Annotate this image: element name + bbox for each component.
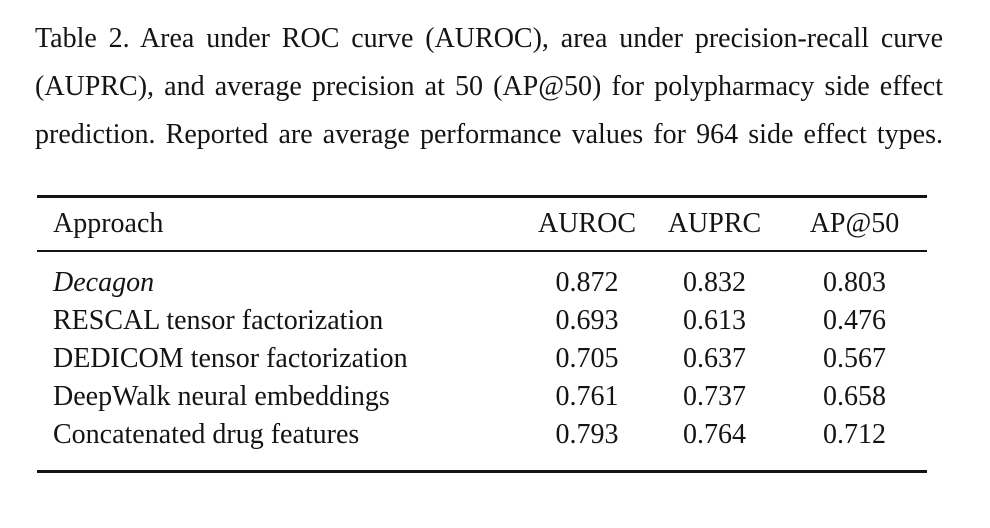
auroc-value: 0.872 [555,267,619,298]
ap50-value: 0.567 [823,343,886,374]
table-row-dedicom: DEDICOM tensor factorization 0.705 0.637… [37,340,927,378]
caption-line-1: Table 2. Area under ROC curve (AUROC), a… [35,23,943,54]
table-row-rescal: RESCAL tensor factorization 0.693 0.613 … [37,302,927,340]
table-rule-bottom [37,470,927,473]
ap50-value: 0.476 [823,305,886,336]
auroc-value: 0.793 [555,419,619,450]
ap50-value: 0.803 [823,267,886,298]
auroc-value: 0.761 [555,381,619,412]
column-header-approach: Approach [53,208,164,239]
table-header-row: Approach AUROC AUPRC AP@50 [37,198,927,250]
approach-cell: DeepWalk neural embeddings [53,381,390,412]
approach-cell: DEDICOM tensor factorization [53,343,408,374]
table-row-decagon: Decagon 0.872 0.832 0.803 [37,264,927,302]
results-table: Approach AUROC AUPRC AP@50 Decagon 0.872… [37,195,927,473]
ap50-value: 0.712 [823,419,886,450]
table-body: Decagon 0.872 0.832 0.803 RESCAL tensor … [37,252,927,470]
auroc-value: 0.705 [555,343,619,374]
column-header-auprc: AUPRC [667,208,762,239]
table-row-deepwalk: DeepWalk neural embeddings 0.761 0.737 0… [37,378,927,416]
auprc-value: 0.613 [683,305,746,336]
table-caption: Table 2. Area under ROC curve (AUROC), a… [35,15,943,159]
auroc-value: 0.693 [555,305,619,336]
approach-cell: RESCAL tensor factorization [53,305,384,336]
caption-line-3: prediction. Reported are average perform… [35,119,943,150]
table-rule-top [37,195,927,198]
caption-line-2: (AUPRC), and average precision at 50 (AP… [35,71,943,102]
approach-cell: Concatenated drug features [53,419,360,450]
column-header-ap50: AP@50 [809,208,900,239]
column-header-auroc: AUROC [537,208,636,239]
approach-cell: Decagon [53,267,155,298]
auprc-value: 0.832 [683,267,746,298]
table-rule-middle [37,250,927,252]
ap50-value: 0.658 [823,381,886,412]
auprc-value: 0.737 [683,381,746,412]
auprc-value: 0.637 [683,343,746,374]
auprc-value: 0.764 [683,419,746,450]
table-row-concatenated: Concatenated drug features 0.793 0.764 0… [37,416,927,454]
